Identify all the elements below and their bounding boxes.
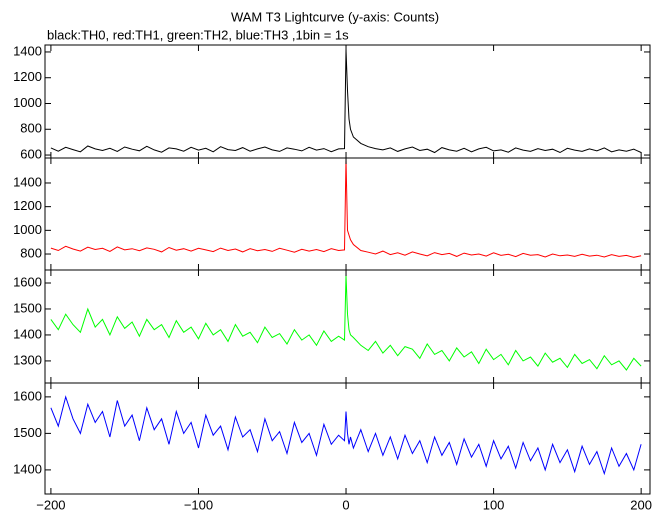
x-tick-label: 200 — [630, 497, 652, 512]
data-line — [50, 49, 642, 154]
x-tick-label: −100 — [184, 497, 213, 512]
y-tick-label: 1500 — [13, 425, 42, 440]
y-tick-label: 1300 — [13, 352, 42, 367]
panel-frame — [44, 382, 651, 495]
chart-title: WAM T3 Lightcurve (y-axis: Counts) — [231, 9, 439, 24]
x-tick-label: 100 — [483, 497, 505, 512]
y-tick-label: 1000 — [13, 95, 42, 110]
y-tick-label: 600 — [20, 146, 42, 161]
y-tick-label: 1400 — [13, 174, 42, 189]
y-tick-label: 1400 — [13, 326, 42, 341]
y-tick-label: 1600 — [13, 388, 42, 403]
y-tick-label: 1400 — [13, 461, 42, 476]
x-tick-label: −200 — [36, 497, 65, 512]
y-tick-label: 1500 — [13, 300, 42, 315]
chart-subtitle: black:TH0, red:TH1, green:TH2, blue:TH3 … — [47, 27, 349, 42]
panel-frame — [44, 269, 651, 384]
y-tick-label: 1400 — [13, 43, 42, 58]
data-line — [50, 159, 642, 258]
y-tick-label: 800 — [20, 121, 42, 136]
y-tick-label: 1000 — [13, 222, 42, 237]
y-tick-label: 1200 — [13, 69, 42, 84]
x-tick-label: 0 — [342, 497, 349, 512]
data-line — [50, 275, 642, 371]
y-tick-label: 800 — [20, 245, 42, 260]
y-tick-label: 1600 — [13, 274, 42, 289]
data-line — [50, 395, 642, 476]
y-tick-label: 1200 — [13, 198, 42, 213]
panel-frame — [44, 44, 651, 159]
